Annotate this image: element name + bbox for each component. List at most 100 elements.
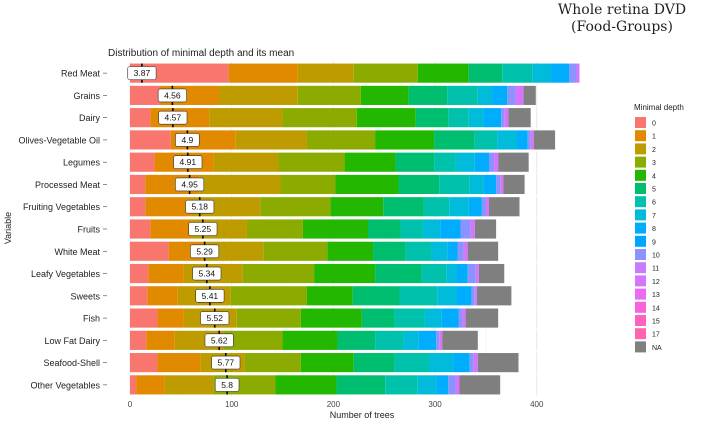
- legend-title: Minimal depth: [634, 103, 684, 112]
- mean-label: 4.57: [165, 113, 182, 123]
- y-tick-label: Dairy: [79, 113, 101, 123]
- bar-segment: [306, 130, 376, 150]
- y-tick-label: Fruits: [78, 225, 101, 235]
- mean-label-box: [204, 333, 234, 348]
- bar-segment: [468, 108, 484, 128]
- bar-segment: [130, 197, 146, 217]
- bar-segment: [476, 286, 512, 306]
- bar-segment: [199, 174, 281, 195]
- bar-segment: [483, 108, 502, 128]
- legend-swatch: [635, 156, 646, 168]
- bar-segment: [489, 152, 495, 172]
- bar-segment: [130, 85, 161, 105]
- legend-swatch: [635, 249, 646, 260]
- bar-segment: [395, 152, 435, 172]
- mean-label: 5.18: [191, 202, 208, 212]
- bar-segment: [475, 263, 479, 284]
- y-tick-label: Leafy Vegetables: [31, 269, 101, 279]
- legend-label: 9: [652, 239, 656, 246]
- bar-segment: [503, 174, 525, 195]
- bar-segment: [485, 197, 490, 217]
- bar-segment: [300, 353, 354, 373]
- mean-label: 5.25: [195, 224, 212, 234]
- bar-segment: [157, 353, 201, 373]
- legend-label: 14: [652, 305, 660, 312]
- bar-segment: [523, 85, 536, 105]
- legend-swatch: [635, 341, 646, 353]
- legend-label: 11: [652, 266, 659, 273]
- bar-segment: [481, 197, 486, 217]
- x-tick-label: 300: [428, 400, 442, 409]
- legend-swatch: [635, 130, 646, 142]
- bar-segment: [446, 263, 457, 284]
- bar-segment: [336, 375, 386, 395]
- bar-segment: [236, 308, 301, 328]
- bar-segment: [275, 375, 337, 395]
- bar-segment: [408, 85, 448, 105]
- mean-label: 5.29: [196, 246, 213, 256]
- bar-segment: [130, 219, 151, 239]
- corner-title: Whole retina DVD (Food-Groups): [542, 2, 702, 36]
- legend-label: 5: [652, 187, 656, 194]
- bar-segment: [146, 330, 175, 350]
- mean-label-box: [192, 266, 222, 281]
- legend-label: NA: [652, 345, 662, 352]
- y-tick-labels: Red Meat Grains Dairy Olives-Vegetable Oil L…: [18, 69, 107, 390]
- y-tick-label: Sweets: [70, 291, 100, 301]
- legend-label: 1: [652, 134, 656, 141]
- bar-segment: [494, 152, 499, 172]
- bar-segment: [456, 286, 472, 306]
- bar-segment: [533, 130, 556, 150]
- bar-segment: [223, 330, 283, 350]
- legend-label: 15: [652, 319, 660, 326]
- mean-label: 4.9: [181, 135, 193, 145]
- bars: [107, 63, 618, 397]
- bar-segment: [465, 308, 499, 328]
- bar-segment: [458, 308, 463, 328]
- bar-segment: [467, 241, 499, 261]
- bar-segment: [130, 130, 171, 150]
- bar-segment: [394, 353, 429, 373]
- y-tick-label: White Meat: [54, 247, 100, 257]
- bar-segment: [474, 286, 477, 306]
- bar-segment: [474, 152, 490, 172]
- legend-swatch: [635, 209, 646, 221]
- bar-segment: [470, 219, 475, 239]
- mean-label-box: [190, 244, 220, 259]
- bar-segment: [447, 85, 478, 105]
- y-tick-label: Processed Meat: [35, 180, 101, 190]
- chart-title: Distribution of minimal depth and its me…: [108, 48, 294, 59]
- mean-label-box: [188, 222, 218, 236]
- mean-label: 5.62: [211, 335, 228, 345]
- bar-segment: [157, 308, 184, 328]
- y-axis-label: Variable: [3, 212, 13, 244]
- legend-swatch: [635, 117, 646, 128]
- legend-label: 17: [652, 332, 660, 339]
- x-tick-label: 200: [327, 400, 341, 409]
- bar-segment: [504, 108, 509, 128]
- bar-segment: [439, 330, 443, 350]
- bar-segment: [385, 375, 418, 395]
- bar-segment: [508, 108, 531, 128]
- bar-segment: [403, 330, 419, 350]
- bar-segment: [468, 197, 482, 217]
- bar-segment: [383, 197, 424, 217]
- bar-segment: [576, 63, 580, 83]
- bar-segment: [473, 353, 478, 373]
- bar-segment: [501, 108, 505, 128]
- bar-segment: [228, 63, 298, 83]
- bar-segment: [130, 330, 147, 350]
- bar-segment: [477, 353, 519, 373]
- bar-segment: [130, 286, 148, 306]
- x-tick-label: 100: [225, 400, 239, 409]
- legend-swatch: [635, 169, 646, 181]
- mean-label: 4.56: [164, 90, 181, 100]
- bar-segment: [515, 85, 524, 105]
- bar-segment: [424, 308, 442, 328]
- mean-label-box: [173, 155, 203, 169]
- bar-segment: [449, 197, 469, 217]
- bar-segment: [516, 130, 528, 150]
- legend-swatch: [635, 328, 646, 340]
- bar-segment: [448, 108, 469, 128]
